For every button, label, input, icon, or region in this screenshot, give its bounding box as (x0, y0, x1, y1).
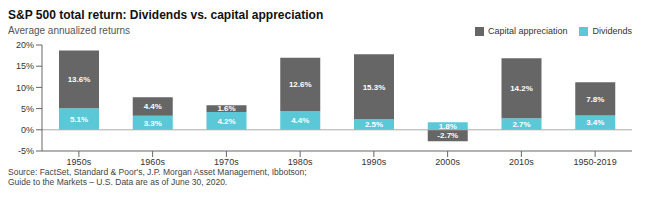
svg-text:10%: 10% (16, 83, 34, 93)
svg-text:4.4%: 4.4% (144, 102, 162, 111)
svg-text:1950s: 1950s (67, 157, 92, 167)
svg-text:4.2%: 4.2% (217, 117, 235, 126)
svg-text:2.5%: 2.5% (365, 120, 383, 129)
svg-text:5.1%: 5.1% (70, 115, 88, 124)
svg-text:1990s: 1990s (362, 157, 387, 167)
svg-text:1970s: 1970s (214, 157, 239, 167)
svg-text:3.4%: 3.4% (586, 118, 604, 127)
html-text:S&P 500 total return: Dividend: S&P 500 total return: Dividends vs. capi… (8, 8, 324, 22)
svg-text:3.3%: 3.3% (144, 119, 162, 128)
svg-text:12.6%: 12.6% (289, 80, 312, 89)
html-text:Average annualized returns: Average annualized returns (8, 25, 131, 36)
svg-text:2000s: 2000s (435, 157, 460, 167)
html-text:Capital appreciation: Capital appreciation (487, 26, 568, 36)
svg-text:4.4%: 4.4% (291, 116, 309, 125)
svg-text:-5%: -5% (18, 146, 34, 156)
svg-text:13.6%: 13.6% (68, 75, 91, 84)
svg-text:2010s: 2010s (509, 157, 534, 167)
svg-text:1980s: 1980s (288, 157, 313, 167)
svg-text:-2.7%: -2.7% (437, 131, 458, 140)
html-text:Dividends: Dividends (592, 26, 632, 36)
svg-text:1950-2019: 1950-2019 (574, 157, 617, 167)
svg-text:14.2%: 14.2% (510, 84, 533, 93)
svg-text:15.3%: 15.3% (363, 83, 386, 92)
svg-text:2.7%: 2.7% (512, 120, 530, 129)
svg-text:7.8%: 7.8% (586, 95, 604, 104)
svg-text:1.6%: 1.6% (217, 104, 235, 113)
svg-text:15%: 15% (16, 61, 34, 71)
svg-text:5%: 5% (21, 104, 34, 114)
html-text:Source: FactSet, Standard & Po: Source: FactSet, Standard & Poor's, J.P.… (8, 167, 307, 187)
svg-text:0%: 0% (21, 125, 34, 135)
svg-text:1.8%: 1.8% (439, 122, 457, 131)
svg-text:20%: 20% (16, 40, 34, 50)
svg-text:1960s: 1960s (140, 157, 165, 167)
